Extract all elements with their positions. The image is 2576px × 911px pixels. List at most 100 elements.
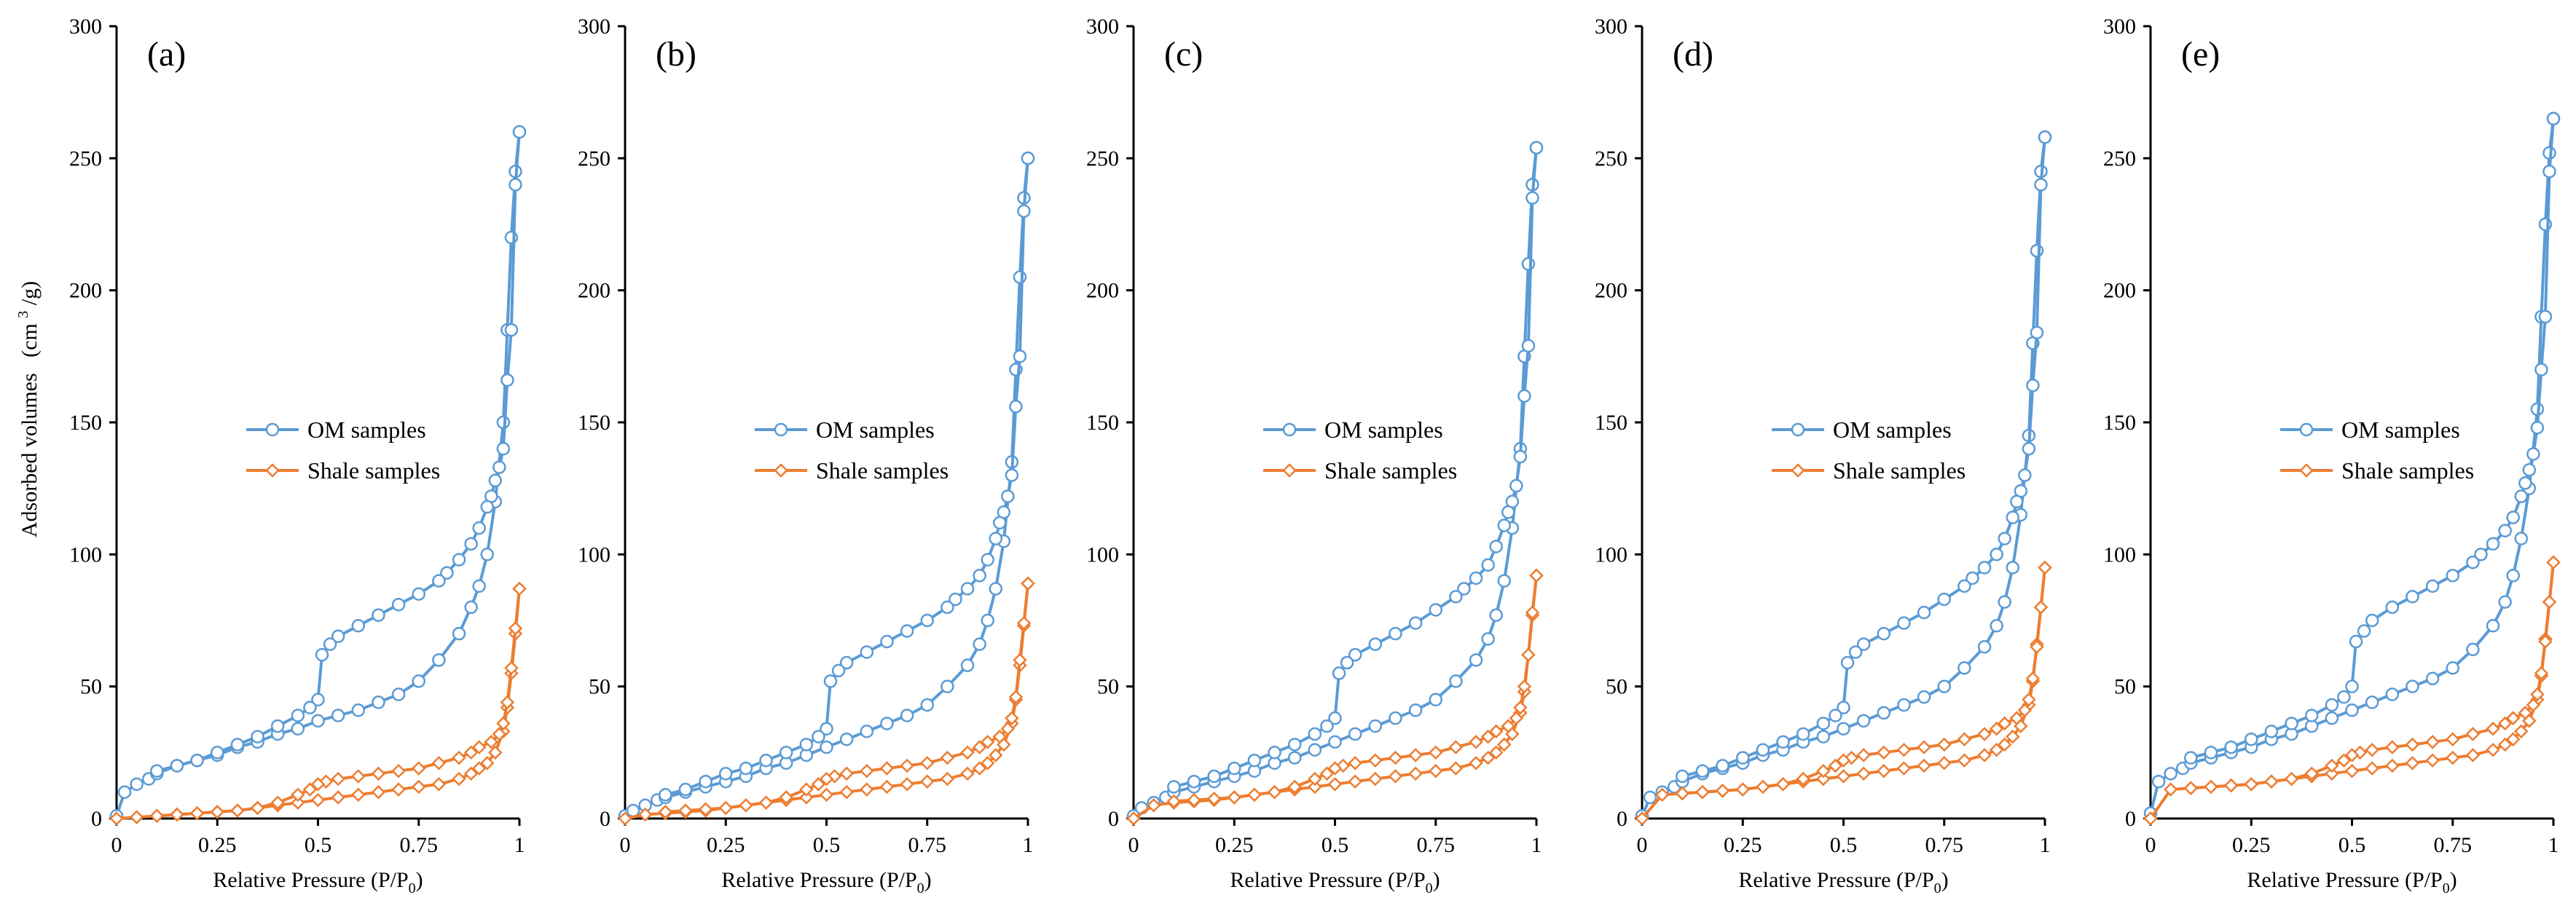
shale-data-point bbox=[658, 805, 673, 819]
om-data-point bbox=[472, 579, 486, 593]
om-data-point bbox=[812, 730, 825, 744]
shale-data-point bbox=[1368, 753, 1383, 768]
x-tick-label: 0.5 bbox=[1322, 833, 1349, 857]
om-data-point bbox=[1897, 616, 1911, 630]
shale-data-point bbox=[1368, 771, 1383, 786]
shale-data-point bbox=[1715, 784, 1730, 798]
y-tick-label: 150 bbox=[578, 411, 610, 435]
x-axis-label-main: Relative Pressure (P/P bbox=[1230, 868, 1425, 892]
om-data-point bbox=[993, 516, 1007, 530]
shale-data-point bbox=[2497, 716, 2513, 731]
x-axis-label-main: Relative Pressure (P/P bbox=[2247, 868, 2442, 892]
om-data-point bbox=[1348, 647, 1362, 662]
shale-data-point bbox=[1013, 652, 1027, 668]
x-tick-label: 1 bbox=[2040, 833, 2051, 857]
shale-data-point bbox=[371, 784, 386, 800]
legend-label-om: OM samples bbox=[1833, 417, 1952, 443]
x-axis-label: Relative Pressure (P/P0) bbox=[1230, 868, 1440, 896]
legend-label-om: OM samples bbox=[2341, 417, 2460, 443]
shale-data-point bbox=[2505, 732, 2521, 746]
shale-data-point bbox=[488, 745, 503, 760]
x-axis-label-tail: ) bbox=[416, 868, 423, 892]
om-data-point bbox=[960, 582, 975, 596]
om-data-point bbox=[2506, 510, 2520, 524]
shale-data-point bbox=[1989, 721, 2004, 736]
y-tick-label: 0 bbox=[91, 807, 102, 831]
x-axis-label-tail: ) bbox=[2450, 868, 2457, 892]
y-tick-label: 300 bbox=[578, 15, 610, 39]
shale-data-point bbox=[504, 660, 519, 676]
shale-data-point bbox=[1496, 737, 1512, 752]
shale-data-point bbox=[1997, 716, 2012, 731]
shale-data-point bbox=[1997, 737, 2012, 752]
shale-data-point bbox=[471, 740, 487, 754]
shale-data-point bbox=[2425, 753, 2440, 768]
x-axis-label-sub: 0 bbox=[2443, 880, 2450, 896]
x-axis-label-tail: ) bbox=[1941, 868, 1949, 892]
shale-data-point bbox=[291, 795, 305, 811]
x-tick-label: 0.5 bbox=[305, 833, 332, 857]
shale-data-point bbox=[799, 782, 814, 797]
om-data-point bbox=[949, 592, 962, 607]
om-data-point bbox=[331, 629, 345, 644]
om-data-point bbox=[1957, 579, 1971, 593]
om-data-point bbox=[2498, 595, 2512, 609]
legend-marker-om bbox=[774, 422, 788, 437]
om-data-point bbox=[211, 746, 224, 760]
om-data-point bbox=[2522, 463, 2537, 477]
om-data-point bbox=[492, 460, 506, 474]
om-data-point bbox=[1521, 339, 1536, 353]
om-data-point bbox=[2466, 642, 2480, 657]
shale-data-point bbox=[2005, 729, 2020, 744]
om-data-point bbox=[2184, 751, 2198, 765]
om-data-point bbox=[1187, 774, 1201, 789]
y-tick-label: 250 bbox=[69, 146, 102, 170]
y-axis-label-unit-base: (cm bbox=[17, 323, 42, 358]
om-data-point bbox=[678, 782, 693, 797]
om-data-point bbox=[1848, 645, 1863, 659]
om-data-point bbox=[920, 613, 934, 628]
shale-data-point bbox=[819, 787, 834, 802]
om-data-point bbox=[820, 740, 833, 754]
x-tick-label: 1 bbox=[1023, 833, 1034, 857]
shale-data-point bbox=[270, 795, 285, 811]
om-data-point bbox=[839, 655, 854, 670]
y-tick-label: 150 bbox=[1086, 411, 1119, 435]
y-tick-label: 100 bbox=[69, 543, 102, 567]
shale-data-point bbox=[2534, 666, 2549, 681]
shale-data-point bbox=[1735, 782, 1751, 797]
om-data-point bbox=[2038, 130, 2052, 144]
om-desorption-line bbox=[156, 131, 521, 773]
shale-data-point bbox=[972, 740, 987, 754]
om-data-point bbox=[2345, 703, 2359, 717]
om-data-point bbox=[739, 761, 753, 776]
x-tick-label: 0.75 bbox=[2434, 833, 2473, 857]
om-data-point bbox=[1481, 558, 1495, 572]
om-data-point bbox=[880, 717, 894, 730]
om-data-point bbox=[270, 719, 285, 733]
om-data-point bbox=[472, 521, 486, 535]
om-data-point bbox=[2506, 569, 2520, 583]
om-data-point bbox=[1449, 674, 1463, 688]
shale-data-point bbox=[1000, 721, 1016, 736]
shale-data-point bbox=[799, 790, 814, 805]
series-om bbox=[2143, 111, 2561, 820]
om-data-point bbox=[1937, 592, 1951, 607]
shale-data-point bbox=[2405, 756, 2420, 770]
shale-data-point bbox=[463, 766, 479, 781]
shale-data-point bbox=[1469, 735, 1483, 749]
om-data-point bbox=[1856, 637, 1871, 651]
shale-data-point bbox=[1816, 763, 1831, 778]
panel-label: (c) bbox=[1164, 35, 1203, 74]
om-data-point bbox=[1457, 582, 1471, 596]
legend-marker-shale bbox=[265, 463, 280, 478]
y-tick-label: 50 bbox=[80, 675, 102, 699]
series-shale bbox=[2143, 555, 2561, 826]
om-data-point bbox=[2406, 590, 2419, 604]
om-data-point bbox=[2538, 309, 2553, 324]
shale-data-point bbox=[250, 800, 265, 816]
om-data-point bbox=[230, 738, 245, 752]
panel-4: 0 50 100 150 200 250 300 0 0.25 0.5 0.75 1 Relative … bbox=[2103, 15, 2561, 896]
shale-data-point bbox=[2025, 671, 2041, 686]
